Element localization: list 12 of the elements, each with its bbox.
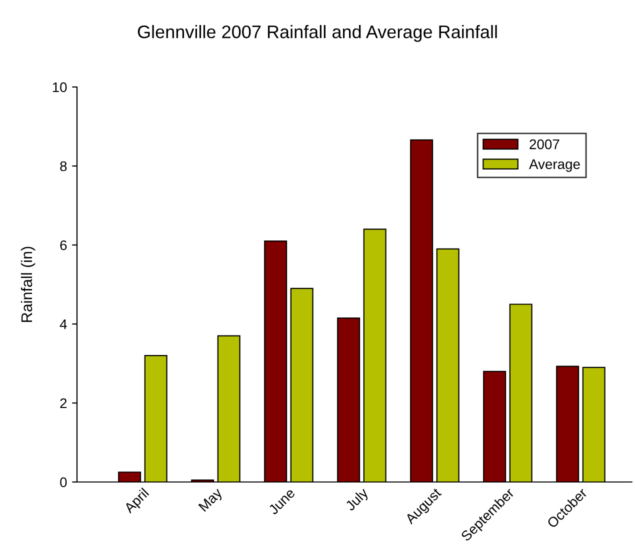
- x-tick-label: July: [344, 486, 371, 514]
- chart-title: Glennville 2007 Rainfall and Average Rainfall: [138, 25, 497, 42]
- y-tick-label: 10: [52, 82, 67, 92]
- y-tick-label: 0: [60, 477, 67, 488]
- x-tick-label: May: [198, 487, 225, 514]
- y-tick-label: 4: [60, 319, 67, 330]
- legend-label: 2007: [530, 139, 560, 150]
- y-axis-title: Rainfall (in): [20, 246, 36, 322]
- y-tick-label: 6: [60, 240, 67, 250]
- y-tick-label: 2: [60, 398, 67, 408]
- y-tick-label: 8: [60, 161, 67, 172]
- legend-label: Average: [529, 159, 580, 172]
